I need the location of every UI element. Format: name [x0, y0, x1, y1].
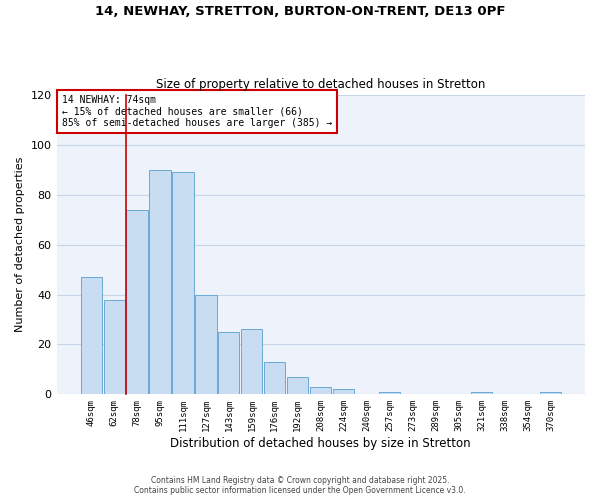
Bar	[218, 332, 239, 394]
Title: Size of property relative to detached houses in Stretton: Size of property relative to detached ho…	[156, 78, 485, 91]
Bar	[333, 390, 354, 394]
Bar	[149, 170, 170, 394]
Bar	[540, 392, 561, 394]
Text: Contains HM Land Registry data © Crown copyright and database right 2025.
Contai: Contains HM Land Registry data © Crown c…	[134, 476, 466, 495]
Bar	[241, 330, 262, 394]
Bar	[172, 172, 194, 394]
Bar	[471, 392, 492, 394]
Bar	[310, 387, 331, 394]
Bar	[196, 294, 217, 394]
Bar	[104, 300, 125, 394]
Bar	[379, 392, 400, 394]
Bar	[80, 277, 101, 394]
Text: 14, NEWHAY, STRETTON, BURTON-ON-TRENT, DE13 0PF: 14, NEWHAY, STRETTON, BURTON-ON-TRENT, D…	[95, 5, 505, 18]
Bar	[127, 210, 148, 394]
Bar	[264, 362, 286, 394]
Y-axis label: Number of detached properties: Number of detached properties	[15, 157, 25, 332]
Bar	[287, 377, 308, 394]
Text: 14 NEWHAY: 74sqm
← 15% of detached houses are smaller (66)
85% of semi-detached : 14 NEWHAY: 74sqm ← 15% of detached house…	[62, 95, 332, 128]
X-axis label: Distribution of detached houses by size in Stretton: Distribution of detached houses by size …	[170, 437, 471, 450]
